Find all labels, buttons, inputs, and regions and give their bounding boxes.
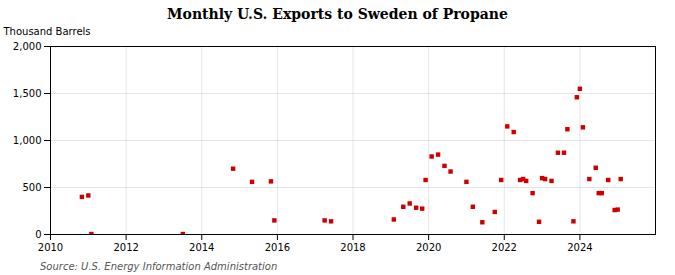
svg-text:2014: 2014 [189,242,214,253]
svg-text:2024: 2024 [567,242,592,253]
svg-text:1,500: 1,500 [13,88,42,99]
svg-text:0: 0 [35,229,41,240]
svg-text:2020: 2020 [416,242,441,253]
svg-text:2016: 2016 [265,242,290,253]
svg-text:2012: 2012 [113,242,138,253]
svg-text:2010: 2010 [38,242,63,253]
svg-text:Thousand Barrels: Thousand Barrels [3,26,91,37]
html-text:Monthly U.S. Exports to Sweden: Monthly U.S. Exports to Sweden of Propan… [167,6,508,22]
svg-text:2022: 2022 [492,242,517,253]
svg-text:1,000: 1,000 [13,135,42,146]
svg-text:2,000: 2,000 [13,41,42,52]
html-text:Source: U.S. Energy Informatio: Source: U.S. Energy Information Administ… [40,261,278,272]
svg-text:500: 500 [22,182,41,193]
svg-text:2018: 2018 [340,242,365,253]
